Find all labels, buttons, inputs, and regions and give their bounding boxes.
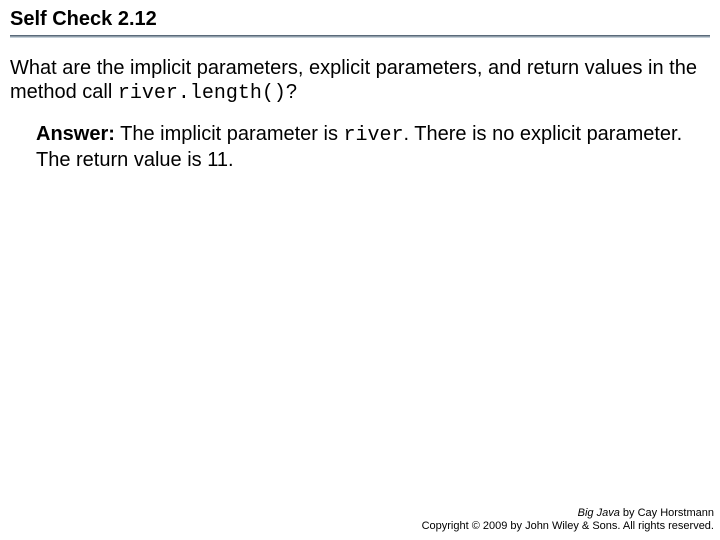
- footer-line1: Big Java by Cay Horstmann: [422, 507, 714, 521]
- footer-by-line: by Cay Horstmann: [620, 507, 714, 519]
- answer-code: river: [344, 124, 404, 147]
- header: Self Check 2.12: [0, 0, 720, 42]
- question-text-part1: What are the implicit parameters, explic…: [10, 57, 697, 103]
- question-code: river.length(): [118, 82, 286, 105]
- page-title: Self Check 2.12: [10, 8, 710, 31]
- answer-text-part1: The implicit parameter is: [115, 123, 344, 145]
- answer-block: Answer: The implicit parameter is river.…: [0, 106, 720, 173]
- question-text-part2: ?: [286, 81, 297, 103]
- question-block: What are the implicit parameters, explic…: [0, 42, 720, 106]
- footer-copyright: Copyright © 2009 by John Wiley & Sons. A…: [422, 520, 714, 534]
- answer-label: Answer:: [36, 123, 115, 145]
- footer-book-title: Big Java: [578, 507, 620, 519]
- header-divider: [10, 35, 710, 38]
- footer: Big Java by Cay Horstmann Copyright © 20…: [422, 507, 714, 535]
